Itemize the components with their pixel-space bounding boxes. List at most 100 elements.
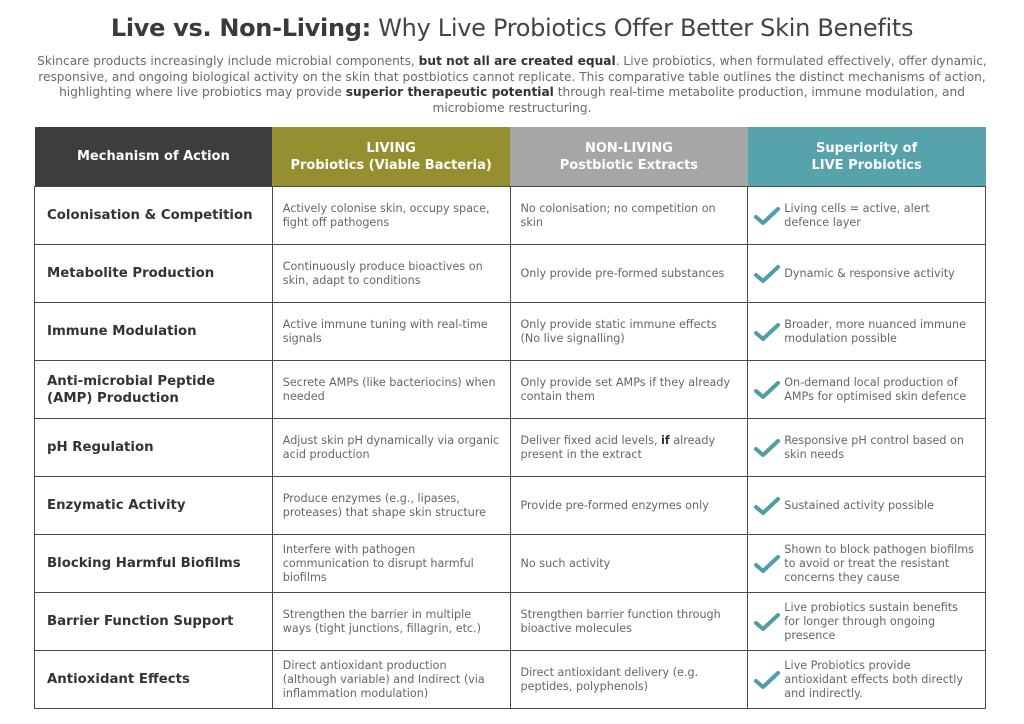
superiority-text: Live Probiotics provide antioxidant effe…: [784, 658, 963, 700]
text-segment: Only provide set AMPs if they already co…: [520, 375, 731, 403]
superiority-cell: Live probiotics sustain benefits for lon…: [747, 592, 986, 651]
header-row: Mechanism of Action LIVING Probiotics (Via…: [34, 127, 986, 187]
text-segment: if: [661, 433, 670, 447]
living-cell: Direct antioxidant production (although …: [271, 650, 511, 709]
superiority-text: Broader, more nuanced immune modulation …: [784, 317, 966, 345]
superiority-cell: Dynamic & responsive activity: [747, 244, 986, 303]
mechanism-cell: Metabolite Production: [34, 244, 273, 303]
table-row: Blocking Harmful Biofilms Interfere with …: [34, 534, 986, 593]
header-living: LIVING Probiotics (Viable Bacteria): [272, 127, 510, 187]
header-mechanism: Mechanism of Action: [34, 127, 273, 187]
superiority-content: Dynamic & responsive activity: [754, 264, 975, 284]
header-line: Mechanism of Action: [77, 149, 230, 164]
living-cell: Secrete AMPs (like bacteriocins) when ne…: [271, 360, 511, 419]
checkmark-icon: [754, 670, 781, 690]
superiority-cell: Responsive pH control based on skin need…: [747, 418, 986, 477]
living-cell: Interfere with pathogen communication to…: [271, 534, 511, 593]
superiority-cell: Broader, more nuanced immune modulation …: [747, 302, 986, 361]
nonliving-cell: Deliver fixed acid levels, if already pr…: [509, 418, 749, 477]
superiority-content: On-demand local production of AMPs for o…: [754, 376, 975, 404]
living-cell: Produce enzymes (e.g., lipases, protease…: [271, 476, 511, 535]
superiority-content: Shown to block pathogen biofilms to avoi…: [754, 543, 975, 585]
text-segment: No such activity: [520, 556, 611, 570]
header-superiority: Superiority of LIVE Probiotics: [747, 127, 986, 187]
intro-segment: Skincare products increasingly include m…: [37, 54, 419, 68]
intro-segment: superior therapeutic potential: [345, 85, 554, 99]
superiority-content: Broader, more nuanced immune modulation …: [754, 318, 975, 346]
superiority-content: Responsive pH control based on skin need…: [754, 434, 975, 462]
superiority-cell: Living cells = active, alert defence lay…: [747, 186, 986, 245]
superiority-content: Live probiotics sustain benefits for lon…: [754, 601, 975, 643]
superiority-cell: Shown to block pathogen biofilms to avoi…: [747, 534, 986, 593]
intro-segment: . Live probiotics, when formulated effec…: [38, 54, 987, 99]
superiority-content: Living cells = active, alert defence lay…: [754, 202, 975, 230]
mechanism-cell: Barrier Function Support: [34, 592, 273, 651]
mechanism-cell: pH Regulation: [34, 418, 273, 477]
header-line: Postbiotic Extracts: [559, 157, 699, 173]
nonliving-cell: Only provide pre-formed substances: [509, 244, 749, 303]
text-segment: already present in the extract: [520, 433, 716, 461]
checkmark-icon: [754, 438, 781, 458]
superiority-text: On-demand local production of AMPs for o…: [784, 375, 967, 403]
living-cell: Actively colonise skin, occupy space, fi…: [271, 186, 511, 245]
superiority-text: Dynamic & responsive activity: [784, 266, 955, 280]
table-row: Metabolite Production Continuously produc…: [34, 244, 986, 303]
nonliving-cell: Only provide static immune effects (No l…: [509, 302, 749, 361]
checkmark-icon: [754, 554, 781, 574]
superiority-text: Responsive pH control based on skin need…: [784, 433, 964, 461]
living-cell: Continuously produce bioactives on skin,…: [271, 244, 511, 303]
intro-segment: through real-time metabolite production,…: [432, 85, 965, 115]
text-segment: Direct antioxidant delivery (e.g. peptid…: [520, 665, 699, 693]
mechanism-cell: Antioxidant Effects: [34, 650, 273, 709]
nonliving-cell: No such activity: [509, 534, 749, 593]
mechanism-cell: Enzymatic Activity: [34, 476, 273, 535]
intro-paragraph: Skincare products increasingly include m…: [34, 54, 990, 116]
mechanism-cell: Immune Modulation: [34, 302, 273, 361]
nonliving-cell: Direct antioxidant delivery (e.g. peptid…: [509, 650, 749, 709]
table-row: Colonisation & Competition Actively colon…: [34, 186, 986, 245]
table-row: Barrier Function Support Strengthen the b…: [34, 592, 986, 651]
checkmark-icon: [754, 612, 781, 632]
header-line: NON-LIVING: [584, 140, 673, 156]
superiority-content: Sustained activity possible: [754, 496, 975, 516]
mechanism-cell: Blocking Harmful Biofilms: [34, 534, 273, 593]
nonliving-cell: Only provide set AMPs if they already co…: [509, 360, 749, 419]
nonliving-cell: Strengthen barrier function through bioa…: [509, 592, 749, 651]
checkmark-icon: [754, 264, 781, 284]
table-row: Immune Modulation Active immune tuning wi…: [34, 302, 986, 361]
text-segment: Strengthen barrier function through bioa…: [520, 607, 721, 635]
superiority-text: Live probiotics sustain benefits for lon…: [784, 600, 959, 642]
superiority-text: Sustained activity possible: [784, 498, 934, 512]
header-nonliving: NON-LIVING Postbiotic Extracts: [510, 127, 748, 187]
mechanism-cell: Anti-microbial Peptide (AMP) Production: [34, 360, 273, 419]
checkmark-icon: [754, 322, 781, 342]
text-segment: No colonisation; no competition on skin: [520, 201, 716, 229]
header-line: LIVING: [366, 140, 416, 156]
header-line: Superiority of: [816, 140, 918, 156]
checkmark-icon: [754, 206, 781, 226]
superiority-text: Living cells = active, alert defence lay…: [784, 201, 930, 229]
nonliving-cell: No colonisation; no competition on skin: [509, 186, 749, 245]
superiority-content: Live Probiotics provide antioxidant effe…: [754, 659, 975, 701]
header-line: Probiotics (Viable Bacteria): [290, 157, 492, 173]
title-bold: Live vs. Non-Living:: [110, 14, 371, 42]
table-row: Antioxidant Effects Direct antioxidant pr…: [34, 650, 986, 709]
text-segment: Deliver fixed acid levels,: [520, 433, 662, 447]
superiority-cell: Live Probiotics provide antioxidant effe…: [747, 650, 986, 709]
intro-segment: but not all are created equal: [418, 54, 616, 68]
living-cell: Adjust skin pH dynamically via organic a…: [271, 418, 511, 477]
text-segment: Only provide static immune effects (No l…: [520, 317, 717, 345]
title-rest: Why Live Probiotics Offer Better Skin Be…: [370, 14, 914, 42]
table-row: Anti-microbial Peptide (AMP) Production S…: [34, 360, 986, 419]
checkmark-icon: [754, 380, 781, 400]
superiority-text: Shown to block pathogen biofilms to avoi…: [784, 542, 974, 584]
text-segment: Only provide pre-formed substances: [520, 266, 725, 280]
superiority-cell: On-demand local production of AMPs for o…: [747, 360, 986, 419]
living-cell: Active immune tuning with real-time sign…: [271, 302, 511, 361]
page-title: Live vs. Non-Living: Why Live Probiotics…: [0, 14, 1024, 42]
checkmark-icon: [754, 496, 781, 516]
superiority-cell: Sustained activity possible: [747, 476, 986, 535]
table-row: pH Regulation Adjust skin pH dynamically …: [34, 418, 986, 477]
living-cell: Strengthen the barrier in multiple ways …: [271, 592, 511, 651]
table-row: Enzymatic Activity Produce enzymes (e.g.,…: [34, 476, 986, 535]
